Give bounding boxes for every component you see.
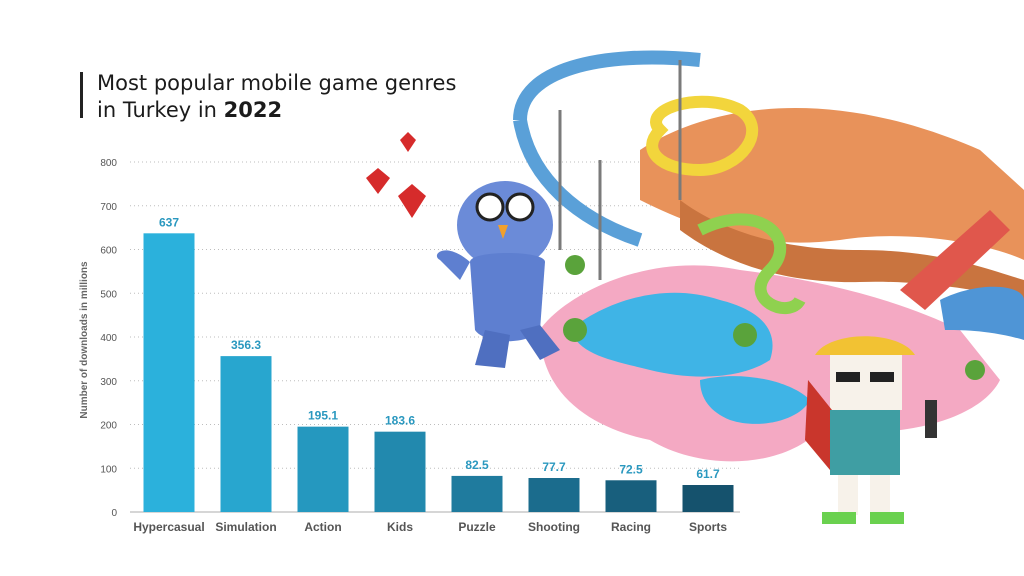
- y-tick-labels: 0 100 200 300 400 500 600 700 800: [100, 158, 117, 519]
- y-tick-label: 600: [100, 246, 117, 257]
- bar-puzzle: [451, 475, 503, 512]
- title-year: 2022: [223, 98, 283, 122]
- value-label: 77.7: [542, 460, 566, 474]
- y-tick-label: 700: [100, 202, 117, 213]
- title-line-2-prefix: in Turkey in: [97, 98, 224, 122]
- bar-kids: [374, 431, 426, 512]
- waterpark-icon: [513, 50, 1024, 462]
- x-tick-label: Kids: [387, 520, 413, 534]
- x-tick-label: Hypercasual: [133, 520, 204, 534]
- title-accent-bar: [80, 72, 83, 118]
- y-tick-label: 100: [100, 464, 117, 475]
- penguin-character-icon: [436, 181, 560, 368]
- title-line-2: in Turkey in 2022: [97, 97, 497, 124]
- title-line-1: Most popular mobile game genres: [97, 71, 457, 95]
- value-label: 82.5: [465, 458, 489, 472]
- value-label: 356.3: [231, 338, 261, 352]
- cat-character-icon: [805, 336, 937, 524]
- bar-sports: [682, 485, 734, 512]
- value-label: 637: [159, 215, 179, 229]
- y-tick-label: 0: [111, 508, 117, 519]
- bar-racing: [605, 480, 657, 512]
- x-tick-label: Action: [304, 520, 341, 534]
- value-label: 61.7: [696, 467, 720, 481]
- bars: [143, 233, 734, 512]
- y-tick-label: 800: [100, 158, 117, 169]
- watermark: [1006, 426, 1018, 546]
- value-label: 195.1: [308, 409, 338, 423]
- value-label: 72.5: [619, 462, 643, 476]
- value-label: 183.6: [385, 414, 415, 428]
- bar-action: [297, 426, 349, 512]
- bar-simulation: [220, 356, 272, 512]
- bar-hypercasual: [143, 233, 195, 512]
- y-tick-label: 400: [100, 333, 117, 344]
- y-tick-label: 300: [100, 377, 117, 388]
- x-tick-label: Simulation: [215, 520, 276, 534]
- chart-title: Most popular mobile game genres in Turke…: [97, 70, 497, 124]
- x-tick-label: Puzzle: [458, 520, 496, 534]
- x-tick-label: Sports: [689, 520, 727, 534]
- x-tick-label: Shooting: [528, 520, 580, 534]
- y-tick-label: 200: [100, 421, 117, 432]
- hearts-icon: [366, 132, 426, 218]
- x-tick-label: Racing: [611, 520, 651, 534]
- value-labels: 637 356.3 195.1 183.6 82.5 77.7 72.5 61.7: [159, 215, 720, 481]
- x-tick-labels: Hypercasual Simulation Action Kids Puzzle Sho…: [133, 520, 727, 534]
- y-tick-label: 500: [100, 289, 117, 300]
- bar-shooting: [528, 478, 580, 512]
